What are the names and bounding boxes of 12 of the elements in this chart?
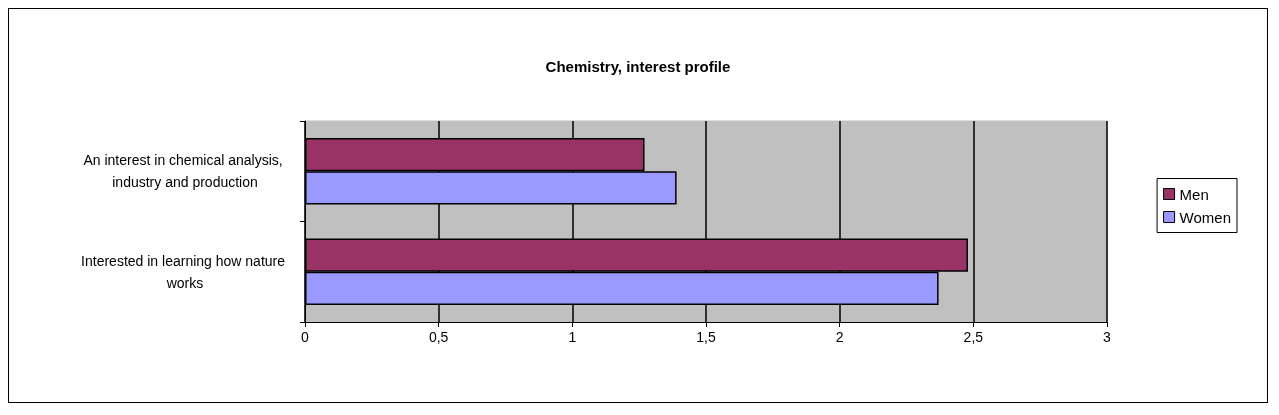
chart-title: Chemistry, interest profile [545,58,731,75]
y-tick-label: An interest in chemical analysis, industry and production [83,152,287,191]
legend-label: Men [1179,185,1209,203]
legend-label: Women [1179,208,1232,226]
x-tick-label: 3 [1103,329,1112,345]
x-tick-label: 2 [835,329,844,345]
x-tick-label: 0 [301,329,310,345]
x-tick-label: 1,5 [696,329,716,345]
x-tick-label: 0,5 [428,329,449,345]
x-tick-label: 2,5 [963,329,984,345]
x-tick-label: 1 [568,329,577,345]
y-tick-label: Interested in learning how nature works [81,252,289,291]
